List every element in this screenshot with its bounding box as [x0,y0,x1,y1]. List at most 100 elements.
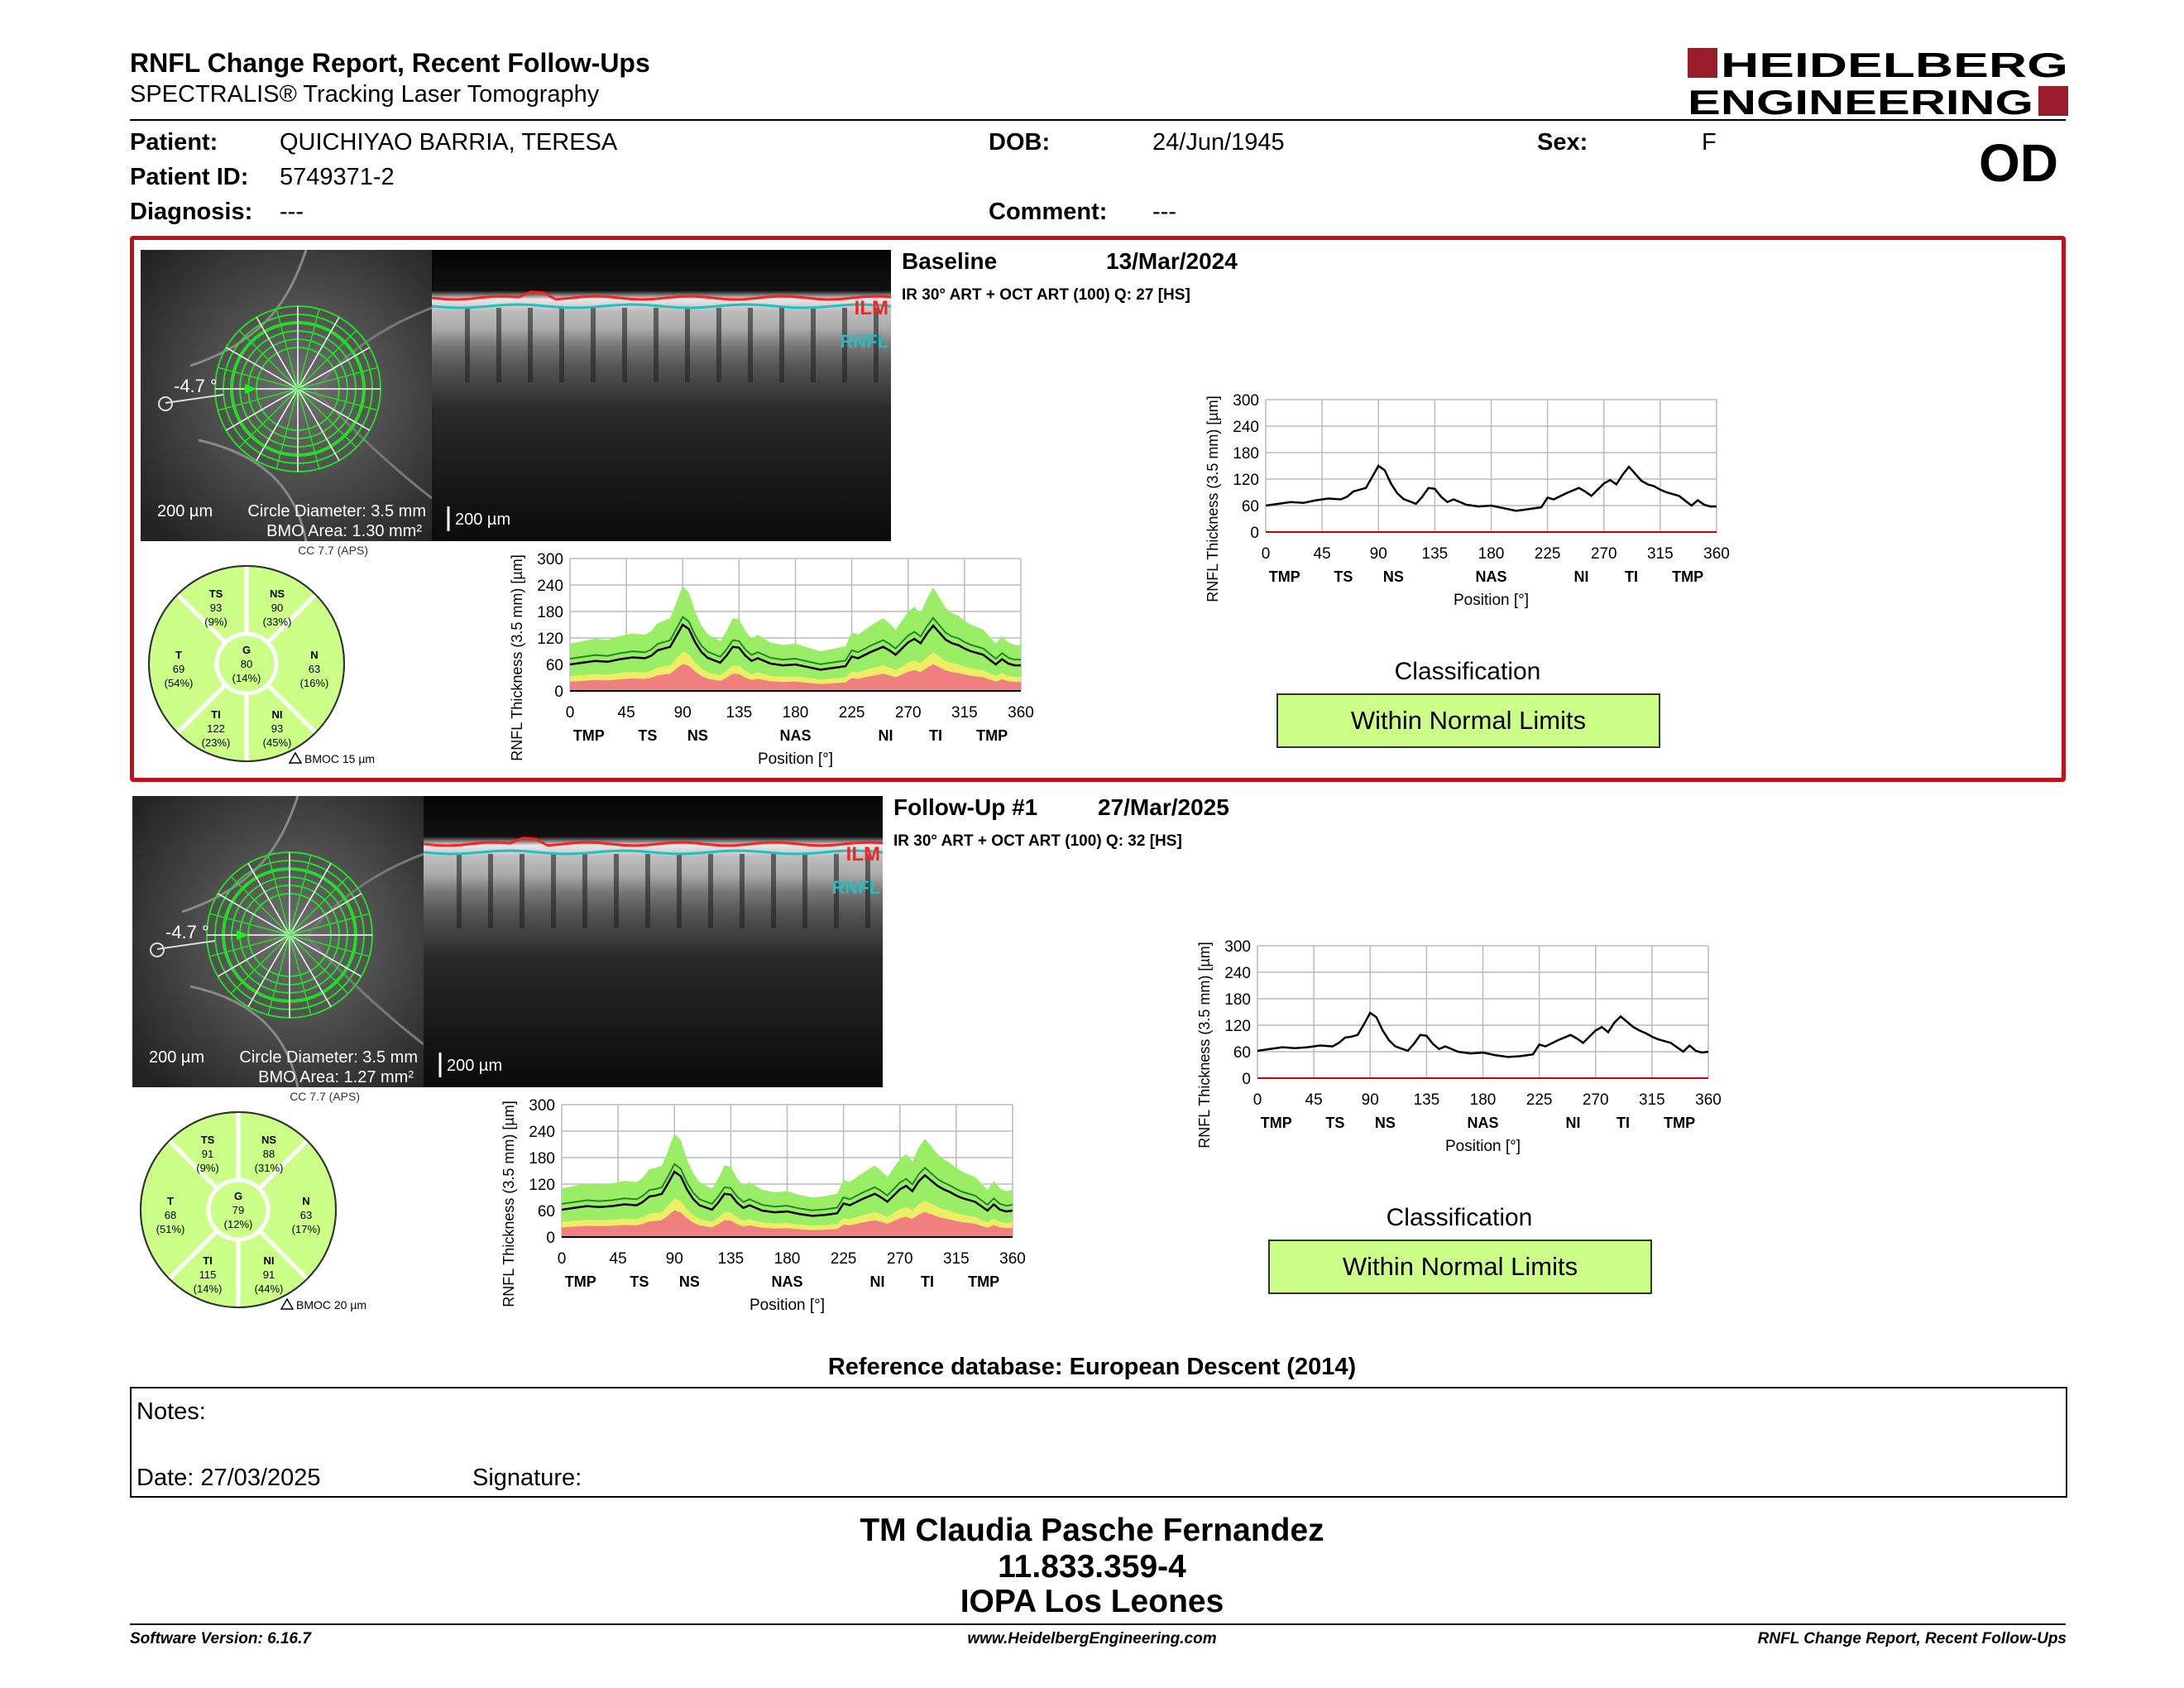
sector-label: TS [1325,1115,1344,1131]
ilm-boundary [432,290,891,301]
y-tick-label: 180 [529,1150,555,1168]
radial-scan-line [209,913,290,936]
radial-scan-line [289,934,332,1007]
radial-scan-line [297,388,370,431]
fundus-scale-label: 200 µm [157,502,213,520]
sector-wheel: CC 7.7 (APS) TS 91 (9%) NS 88 (31%) T 68 (51%) G 79… [132,1086,389,1321]
y-tick-label: 60 [546,657,563,674]
sex-label: Sex: [1537,129,1588,156]
vessel-shadow [645,854,650,928]
exam-section-baseline[interactable]: -4.7 ° 200 µm Circle Diameter: 3.5 mm BMO A… [130,236,2066,782]
fovea-line [165,394,224,404]
x-tick-label: 270 [895,704,922,722]
sector-divider [266,683,318,735]
x-tick-label: 180 [1470,1091,1497,1109]
radial-scan-line [297,329,357,390]
vessel-shadow [614,854,619,928]
vessel-shadow [591,308,596,382]
x-tick-label: 270 [1583,1091,1609,1109]
vessel-shadow [488,854,493,928]
vessel [181,796,299,914]
radial-scan-line [275,309,299,390]
radial-scan-line [267,934,290,1015]
fundus-image: -4.7 ° 200 µm Circle Diameter: 3.5 mm BMO A… [132,796,424,1087]
report-subtitle: SPECTRALIS® Tracking Laser Tomography [130,81,600,108]
sector-g-name: G [242,644,251,656]
exam-section-followup[interactable]: -4.7 ° 200 µm Circle Diameter: 3.5 mm BMO A… [130,790,2066,1336]
x-tick-label: 135 [1414,1091,1440,1109]
radial-scan-line [297,388,357,448]
classification-title: Classification [1386,1204,1533,1231]
y-tick-label: 240 [1233,419,1259,436]
sector-label: NI [1566,1115,1581,1131]
x-tick-label: 360 [1695,1091,1722,1109]
rnfl-label: RNFL [840,331,888,352]
radial-scan-line [289,934,349,995]
direction-marker [237,930,248,940]
x-tick-label: 225 [1535,545,1561,563]
sector-ts-value: 91 [202,1148,213,1160]
vessel-shadow [685,308,690,382]
sector-label: TI [1616,1115,1630,1131]
radial-scan-line [218,388,299,411]
radial-scan-line [289,934,312,1015]
vessel-shadow [802,854,807,928]
website-link[interactable]: www.HeidelbergEngineering.com [967,1630,1217,1647]
y-tick-label: 0 [1242,1071,1251,1088]
x-tick-label: 135 [718,1250,745,1268]
rnfl-thickness-line [1257,1011,1709,1058]
bmoc-label: BMOC 15 µm [304,752,375,765]
sector-ns-value: 90 [271,602,283,614]
oct-bscan-image: ILM RNFL 200 µm [424,796,883,1087]
sector-divider [257,1229,309,1281]
sector-g-percent: (14%) [232,672,261,684]
notes-box[interactable]: Notes: Date: 27/03/2025 Signature: [130,1387,2067,1498]
sector-n-percent: (17%) [292,1223,321,1235]
sector-label: NAS [1475,568,1506,585]
sector-divider [257,1139,309,1191]
x-tick-label: 360 [999,1250,1026,1268]
y-tick-label: 240 [1224,965,1251,982]
sector-t-percent: (54%) [165,677,194,689]
x-axis-label: Position [°] [758,750,833,768]
x-tick-label: 225 [839,704,865,722]
radial-scan-line [226,388,299,431]
signer-name: TM Claudia Pasche Fernandez [860,1513,1324,1548]
software-version: Software Version: 6.16.7 [130,1630,311,1647]
patient-name: QUICHIYAO BARRIA, TERESA [280,129,618,156]
y-tick-label: 300 [1233,392,1259,410]
x-tick-label: 0 [1253,1091,1262,1109]
circle-diameter: Circle Diameter: 3.5 mm [239,1048,418,1067]
vessel [189,985,299,1087]
fovea-marker [150,942,165,957]
exam-date: 13/Mar/2024 [1106,248,1238,274]
vessel-shadow [771,854,776,928]
sector-label: NI [1574,568,1589,585]
diagnosis-label: Diagnosis: [130,199,253,225]
header-divider [130,119,2066,121]
x-tick-label: 315 [1647,545,1674,563]
bscan-scale-label: 200 µm [455,511,510,529]
y-axis-label: RNFL Thickness (3.5 mm) [µm] [509,554,525,760]
vessel-shadow [496,308,501,382]
x-tick-label: 315 [1639,1091,1665,1109]
y-tick-label: 240 [529,1124,555,1141]
sector-ts-value: 93 [210,602,222,614]
vessel [304,935,424,1046]
patient-id-label: Patient ID: [130,164,249,190]
sector-t-value: 68 [165,1209,176,1221]
sector-ni-name: NI [272,708,283,721]
ilm-boundary [424,837,883,847]
sector-ns-percent: (31%) [255,1162,284,1174]
x-tick-label: 135 [1422,545,1449,563]
sector-n-name: N [310,649,318,661]
vessel-shadow [677,854,682,928]
classification-title: Classification [1394,658,1541,685]
y-tick-label: 240 [537,578,563,595]
cc-label: CC 7.7 (APS) [290,1090,360,1103]
sector-divider [175,592,228,645]
x-tick-label: 315 [943,1250,970,1268]
global-sector [206,1177,271,1242]
sector-n-value: 63 [300,1209,312,1221]
y-tick-label: 180 [537,604,563,621]
